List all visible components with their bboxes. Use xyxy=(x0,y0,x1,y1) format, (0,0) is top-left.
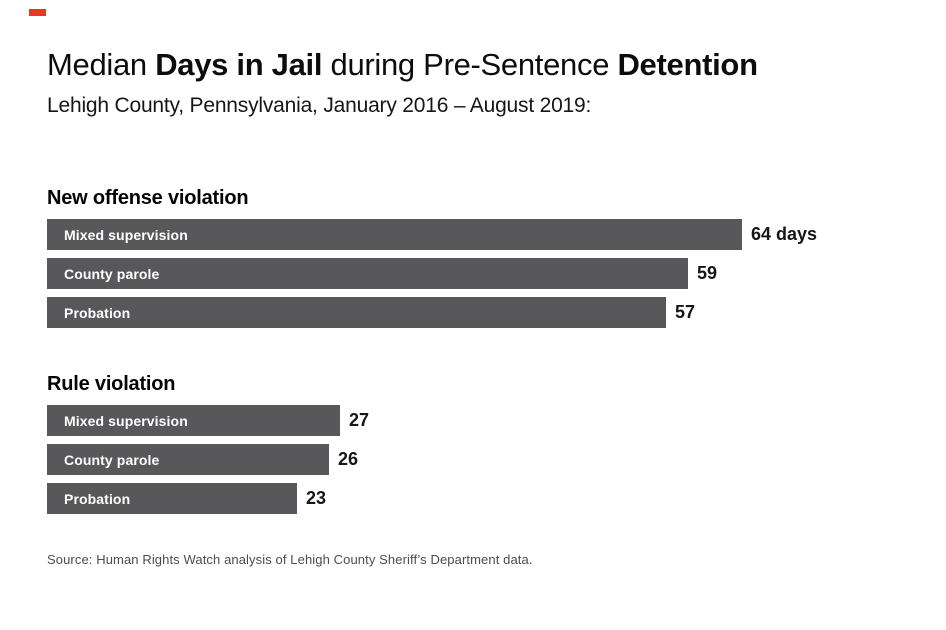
bar-category-label: Probation xyxy=(64,490,131,507)
bar-row: Probation 23 xyxy=(47,483,906,515)
bar-value-label: 59 xyxy=(697,263,718,284)
bar-group: New offense violation Mixed supervision 64… xyxy=(47,186,906,329)
bar-category-label: Mixed supervision xyxy=(64,226,188,243)
bar: Mixed supervision xyxy=(47,219,742,251)
bar-category-label: Mixed supervision xyxy=(64,412,188,429)
title-segment-bold: Detention xyxy=(617,47,758,82)
bar: Probation xyxy=(47,483,297,515)
group-heading: New offense violation xyxy=(47,187,249,210)
bar-category-label: Probation xyxy=(64,304,131,321)
bar-group: Rule violation Mixed supervision 27 County … xyxy=(47,372,906,515)
bar: Mixed supervision xyxy=(47,405,340,437)
source-note: Source: Human Rights Watch analysis of L… xyxy=(47,552,533,568)
bar-category-label: County parole xyxy=(64,265,160,282)
bar: County parole xyxy=(47,258,688,290)
group-heading: Rule violation xyxy=(47,373,176,396)
bar: Probation xyxy=(47,297,666,329)
bar-row: Mixed supervision 64 days xyxy=(47,219,906,251)
bar-value-label: 64 days xyxy=(751,224,818,245)
bar-groups: New offense violation Mixed supervision 64… xyxy=(47,186,906,515)
title-segment: Median xyxy=(47,47,156,82)
bar-row: County parole 26 xyxy=(47,444,906,476)
chart-title: Median Days in Jail during Pre-Sentence … xyxy=(47,46,906,83)
bar-category-label: County parole xyxy=(64,451,160,468)
chart-subtitle: Lehigh County, Pennsylvania, January 201… xyxy=(47,94,592,118)
bar-row: Probation 57 xyxy=(47,297,906,329)
title-segment-bold: Days in Jail xyxy=(155,47,323,82)
bar: County parole xyxy=(47,444,329,476)
bar-row: County parole 59 xyxy=(47,258,906,290)
bar-value-label: 57 xyxy=(675,302,696,323)
bar-value-label: 27 xyxy=(349,410,370,431)
chart-content: Median Days in Jail during Pre-Sentence … xyxy=(47,0,906,569)
bar-value-label: 26 xyxy=(338,449,359,470)
bar-value-label: 23 xyxy=(306,488,327,509)
title-segment: during Pre-Sentence xyxy=(322,47,618,82)
corner-red-mark xyxy=(29,9,46,16)
bar-row: Mixed supervision 27 xyxy=(47,405,906,437)
